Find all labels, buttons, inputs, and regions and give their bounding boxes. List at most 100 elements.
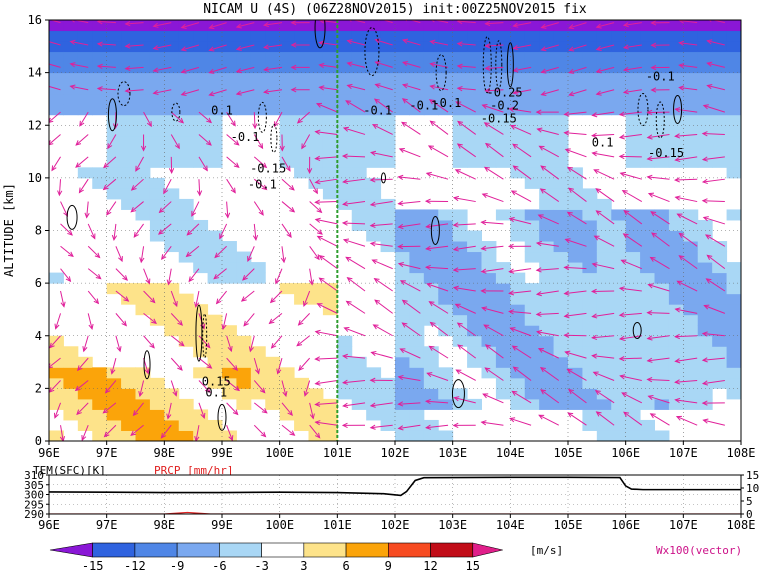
surface-panel: TEM(SFC)[K] PRCP [mm/hr] 290295300305310… — [24, 464, 759, 532]
colorbar-tick-label: -15 — [82, 559, 104, 573]
surface-x-axis: 96E 97E 98E 99E 100E 101E 102E 103E 104E 105E 106E… — [38, 514, 755, 532]
surface-x-tick-label: 101E — [323, 518, 352, 532]
x-tick-label: 108E — [727, 446, 756, 460]
colorbar-segment — [261, 542, 305, 558]
contour-labels: 0.1-0.1-0.15-0.1-0.1 -0.1-0.1-0.25-0.2-0.… — [202, 70, 684, 400]
contour-label: -0.2 — [490, 98, 519, 112]
contour-label: -0.1 — [248, 177, 277, 191]
colorbar-tick-label: 9 — [385, 559, 392, 573]
contour-label: 0.1 — [205, 385, 227, 399]
surface-x-tick-label: 108E — [727, 518, 756, 532]
colorbar-tick-label: -6 — [212, 559, 226, 573]
contour-label: -0.1 — [363, 104, 392, 118]
colorbar-segment — [472, 542, 503, 558]
figure-title: NICAM U (4S) (06Z28NOV2015) init:00Z25NO… — [203, 2, 587, 17]
surface-x-tick-label: 107E — [669, 518, 698, 532]
surface-x-tick-label: 98E — [153, 518, 175, 532]
x-tick-label: 104E — [496, 446, 525, 460]
colorbar-segment — [219, 542, 262, 558]
contour-label: -0.25 — [487, 85, 523, 99]
surface-left-tick-label: 290 — [24, 508, 44, 521]
y-tick-label: 14 — [28, 66, 42, 80]
x-tick-label: 105E — [554, 446, 583, 460]
contour-label: -0.15 — [481, 112, 517, 126]
wind-field-shading — [49, 20, 741, 441]
surface-left-label: TEM(SFC)[K] — [33, 464, 106, 477]
surface-right-label: PRCP [mm/hr] — [154, 464, 233, 477]
colorbar-segment — [303, 542, 347, 558]
colorbar-segment — [92, 542, 136, 558]
surface-left-tick-label: 300 — [24, 489, 44, 502]
surface-x-tick-label: 99E — [211, 518, 233, 532]
x-tick-label: 102E — [381, 446, 410, 460]
contour-label: -0.1 — [409, 98, 438, 112]
colorbar-tick-label: 12 — [423, 559, 437, 573]
contour-label: 0.1 — [592, 135, 614, 149]
colorbar-tick-label: 6 — [342, 559, 349, 573]
surface-right-tick-label: 0 — [746, 508, 753, 521]
surface-left-tick-label: 305 — [24, 479, 44, 492]
contour-label: -0.1 — [646, 70, 675, 84]
surface-right-tick-label: 5 — [746, 495, 753, 508]
surface-x-tick-label: 97E — [96, 518, 118, 532]
y-tick-label: 2 — [35, 381, 42, 395]
colorbar-segment — [345, 542, 389, 558]
surface-right-tick-label: 10 — [746, 482, 759, 495]
surface-left-tick-label: 295 — [24, 498, 44, 511]
surface-left-tick-label: 310 — [24, 469, 44, 482]
y-tick-label: 16 — [28, 13, 42, 27]
surface-right-tick-label: 15 — [746, 469, 759, 482]
wind-vectors — [49, 20, 726, 441]
contour-label: 0.1 — [211, 104, 233, 118]
colorbar: -15 -12 -9 -6 -3 3 6 9 12 15 [m/s] Wx100(vector) — [49, 542, 742, 573]
x-tick-label: 96E — [38, 446, 60, 460]
main-y-axis: 0 2 4 6 8 10 12 14 16 — [28, 13, 49, 448]
surface-x-tick-label: 104E — [496, 518, 525, 532]
x-tick-label: 103E — [438, 446, 467, 460]
y-tick-label: 12 — [28, 118, 42, 132]
x-tick-label: 107E — [669, 446, 698, 460]
vector-scale-note: Wx100(vector) — [656, 544, 742, 557]
surface-x-tick-label: 105E — [554, 518, 583, 532]
colorbar-tick-label: -12 — [124, 559, 146, 573]
x-tick-label: 99E — [211, 446, 233, 460]
y-tick-label: 10 — [28, 171, 42, 185]
x-tick-label: 101E — [323, 446, 352, 460]
y-tick-label: 4 — [35, 329, 42, 343]
main-gridlines — [49, 20, 741, 441]
surface-x-tick-label: 100E — [265, 518, 294, 532]
x-tick-label: 106E — [611, 446, 640, 460]
contour-label: -0.15 — [648, 146, 684, 160]
contours — [66, 20, 683, 431]
colorbar-tick-label: 3 — [300, 559, 307, 573]
colorbar-segment — [49, 542, 93, 558]
y-tick-label: 6 — [35, 276, 42, 290]
x-tick-label: 100E — [265, 446, 294, 460]
colorbar-tick-label: 15 — [466, 559, 480, 573]
surface-x-tick-label: 106E — [611, 518, 640, 532]
colorbar-segment — [388, 542, 431, 558]
main-x-axis: 96E 97E 98E 99E 100E 101E 102E 103E 104E 105E 106E… — [38, 441, 755, 460]
contour-label: -0.1 — [231, 130, 260, 144]
colorbar-tick-label: -3 — [254, 559, 268, 573]
colorbar-segment — [134, 542, 178, 558]
surface-temperature-line — [49, 476, 741, 497]
surface-x-tick-label: 102E — [381, 518, 410, 532]
surface-x-tick-label: 96E — [38, 518, 60, 532]
surface-x-tick-label: 103E — [438, 518, 467, 532]
y-tick-label: 0 — [35, 434, 42, 448]
colorbar-tick-label: -9 — [170, 559, 184, 573]
colorbar-segment — [176, 542, 220, 558]
colorbar-segment — [430, 542, 474, 558]
y-tick-label: 8 — [35, 224, 42, 238]
colorbar-unit: [m/s] — [530, 544, 563, 557]
main-plot: 0.1-0.1-0.15-0.1-0.1 -0.1-0.1-0.25-0.2-0.… — [2, 13, 755, 460]
contour-label: -0.15 — [250, 162, 286, 176]
contour-label: -0.1 — [432, 96, 461, 110]
x-tick-label: 97E — [96, 446, 118, 460]
x-tick-label: 98E — [153, 446, 175, 460]
contour-label: 0.15 — [202, 375, 231, 389]
